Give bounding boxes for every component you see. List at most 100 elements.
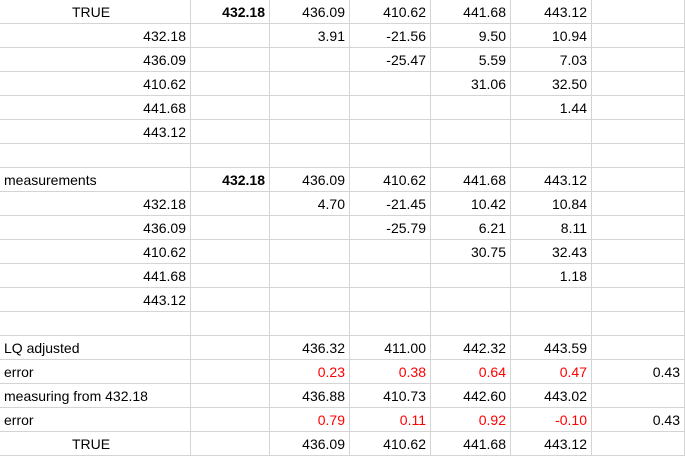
cell-r7-c4[interactable]	[350, 144, 431, 168]
cell-r7-c2[interactable]	[191, 144, 270, 168]
cell-r12-c5[interactable]	[431, 264, 511, 288]
cell-r14-c3[interactable]	[270, 312, 350, 336]
cell-r10-c6[interactable]: 8.11	[511, 216, 592, 240]
cell-r2-c1[interactable]: 432.18	[0, 24, 191, 48]
cell-r1-c7[interactable]	[592, 0, 685, 24]
cell-r18-c6[interactable]: -0.10	[511, 408, 592, 432]
cell-r3-c3[interactable]	[270, 48, 350, 72]
cell-r8-c1[interactable]: measurements	[0, 168, 191, 192]
cell-r11-c5[interactable]: 30.75	[431, 240, 511, 264]
cell-r1-c4[interactable]: 410.62	[350, 0, 431, 24]
cell-r1-c5[interactable]: 441.68	[431, 0, 511, 24]
cell-r13-c1[interactable]: 443.12	[0, 288, 191, 312]
cell-r11-c4[interactable]	[350, 240, 431, 264]
cell-r4-c1[interactable]: 410.62	[0, 72, 191, 96]
cell-r4-c7[interactable]	[592, 72, 685, 96]
cell-r8-c6[interactable]: 443.12	[511, 168, 592, 192]
cell-r7-c6[interactable]	[511, 144, 592, 168]
cell-r7-c3[interactable]	[270, 144, 350, 168]
cell-r15-c2[interactable]	[191, 336, 270, 360]
cell-r14-c4[interactable]	[350, 312, 431, 336]
cell-r11-c2[interactable]	[191, 240, 270, 264]
cell-r14-c6[interactable]	[511, 312, 592, 336]
cell-r2-c6[interactable]: 10.94	[511, 24, 592, 48]
cell-r3-c6[interactable]: 7.03	[511, 48, 592, 72]
cell-r14-c7[interactable]	[592, 312, 685, 336]
cell-r13-c7[interactable]	[592, 288, 685, 312]
cell-r9-c1[interactable]: 432.18	[0, 192, 191, 216]
cell-r6-c1[interactable]: 443.12	[0, 120, 191, 144]
cell-r8-c4[interactable]: 410.62	[350, 168, 431, 192]
cell-r16-c3[interactable]: 0.23	[270, 360, 350, 384]
cell-r19-c7[interactable]	[592, 432, 685, 456]
cell-r11-c1[interactable]: 410.62	[0, 240, 191, 264]
cell-r12-c6[interactable]: 1.18	[511, 264, 592, 288]
cell-r12-c2[interactable]	[191, 264, 270, 288]
cell-r19-c3[interactable]: 436.09	[270, 432, 350, 456]
cell-r9-c5[interactable]: 10.42	[431, 192, 511, 216]
cell-r4-c6[interactable]: 32.50	[511, 72, 592, 96]
cell-r3-c4[interactable]: -25.47	[350, 48, 431, 72]
cell-r3-c2[interactable]	[191, 48, 270, 72]
cell-r6-c4[interactable]	[350, 120, 431, 144]
cell-r7-c5[interactable]	[431, 144, 511, 168]
cell-r18-c7[interactable]: 0.43	[592, 408, 685, 432]
cell-r4-c3[interactable]	[270, 72, 350, 96]
cell-r15-c5[interactable]: 442.32	[431, 336, 511, 360]
cell-r8-c2[interactable]: 432.18	[191, 168, 270, 192]
cell-r1-c6[interactable]: 443.12	[511, 0, 592, 24]
cell-r19-c4[interactable]: 410.62	[350, 432, 431, 456]
cell-r10-c4[interactable]: -25.79	[350, 216, 431, 240]
cell-r18-c2[interactable]	[191, 408, 270, 432]
cell-r8-c7[interactable]	[592, 168, 685, 192]
cell-r15-c1[interactable]: LQ adjusted	[0, 336, 191, 360]
cell-r6-c5[interactable]	[431, 120, 511, 144]
cell-r8-c3[interactable]: 436.09	[270, 168, 350, 192]
cell-r10-c2[interactable]	[191, 216, 270, 240]
cell-r2-c2[interactable]	[191, 24, 270, 48]
cell-r13-c6[interactable]	[511, 288, 592, 312]
cell-r4-c2[interactable]	[191, 72, 270, 96]
cell-r18-c1[interactable]: error	[0, 408, 191, 432]
cell-r10-c1[interactable]: 436.09	[0, 216, 191, 240]
cell-r5-c5[interactable]	[431, 96, 511, 120]
cell-r5-c6[interactable]: 1.44	[511, 96, 592, 120]
cell-r12-c4[interactable]	[350, 264, 431, 288]
cell-r6-c2[interactable]	[191, 120, 270, 144]
cell-r9-c3[interactable]: 4.70	[270, 192, 350, 216]
cell-r6-c6[interactable]	[511, 120, 592, 144]
cell-r1-c2[interactable]: 432.18	[191, 0, 270, 24]
cell-r13-c4[interactable]	[350, 288, 431, 312]
cell-r18-c3[interactable]: 0.79	[270, 408, 350, 432]
cell-r11-c6[interactable]: 32.43	[511, 240, 592, 264]
cell-r15-c6[interactable]: 443.59	[511, 336, 592, 360]
cell-r2-c7[interactable]	[592, 24, 685, 48]
cell-r19-c1[interactable]: TRUE	[0, 432, 191, 456]
cell-r16-c2[interactable]	[191, 360, 270, 384]
cell-r6-c3[interactable]	[270, 120, 350, 144]
cell-r10-c3[interactable]	[270, 216, 350, 240]
cell-r2-c5[interactable]: 9.50	[431, 24, 511, 48]
cell-r10-c5[interactable]: 6.21	[431, 216, 511, 240]
cell-r1-c1[interactable]: TRUE	[0, 0, 191, 24]
cell-r16-c6[interactable]: 0.47	[511, 360, 592, 384]
cell-r13-c2[interactable]	[191, 288, 270, 312]
cell-r13-c5[interactable]	[431, 288, 511, 312]
cell-r5-c1[interactable]: 441.68	[0, 96, 191, 120]
cell-r16-c1[interactable]: error	[0, 360, 191, 384]
cell-r17-c1[interactable]: measuring from 432.18	[0, 384, 191, 408]
cell-r3-c5[interactable]: 5.59	[431, 48, 511, 72]
cell-r13-c3[interactable]	[270, 288, 350, 312]
cell-r8-c5[interactable]: 441.68	[431, 168, 511, 192]
cell-r12-c3[interactable]	[270, 264, 350, 288]
cell-r11-c7[interactable]	[592, 240, 685, 264]
cell-r12-c7[interactable]	[592, 264, 685, 288]
cell-r7-c7[interactable]	[592, 144, 685, 168]
cell-r12-c1[interactable]: 441.68	[0, 264, 191, 288]
cell-r3-c1[interactable]: 436.09	[0, 48, 191, 72]
cell-r17-c7[interactable]	[592, 384, 685, 408]
cell-r17-c3[interactable]: 436.88	[270, 384, 350, 408]
cell-r2-c4[interactable]: -21.56	[350, 24, 431, 48]
cell-r4-c5[interactable]: 31.06	[431, 72, 511, 96]
cell-r2-c3[interactable]: 3.91	[270, 24, 350, 48]
